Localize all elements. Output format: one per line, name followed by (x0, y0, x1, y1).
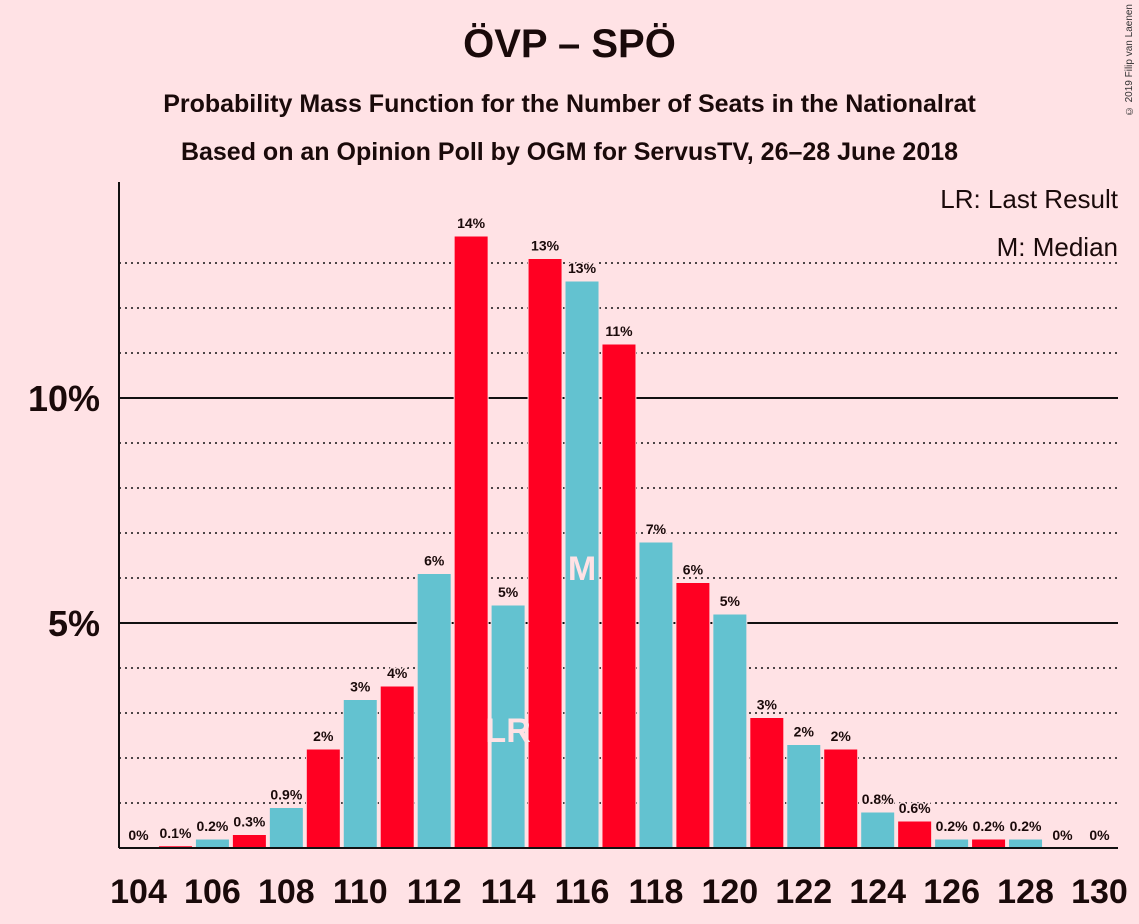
x-tick-label: 118 (629, 873, 684, 911)
data-label-seat-118: 7% (646, 521, 667, 537)
x-tick-label: 128 (997, 873, 1054, 911)
data-label-seat-129: 0% (1052, 827, 1073, 843)
bar-seat-122 (786, 744, 822, 849)
data-label-seat-128: 0.2% (1010, 818, 1042, 834)
bar-seat-110 (342, 699, 378, 849)
legend-last-result: LR: Last Result (940, 184, 1118, 214)
x-tick-label: 116 (555, 873, 610, 911)
data-label-seat-104: 0% (128, 827, 149, 843)
median-marker: M (568, 550, 596, 588)
bar-seat-124 (860, 811, 896, 849)
data-label-seat-124: 0.8% (862, 791, 894, 807)
bar-seat-126 (934, 838, 970, 849)
bar-seat-113 (453, 235, 489, 849)
x-tick-label: 124 (849, 873, 906, 911)
data-label-seat-121: 3% (757, 697, 778, 713)
bar-seat-112 (416, 573, 452, 849)
bar-seat-106 (194, 838, 230, 849)
bar-seat-115 (527, 258, 563, 849)
data-label-seat-106: 0.2% (196, 818, 228, 834)
x-tick-label: 120 (701, 873, 758, 911)
x-tick-label: 130 (1071, 873, 1128, 911)
bar-seat-114 (490, 604, 526, 849)
data-label-seat-123: 2% (831, 728, 852, 744)
bar-seat-120 (712, 613, 748, 849)
chart-subtitle-2: Based on an Opinion Poll by OGM for Serv… (180, 138, 959, 166)
data-label-seat-119: 6% (683, 562, 704, 578)
data-label-seat-107: 0.3% (233, 814, 265, 830)
x-tick-label: 112 (407, 873, 462, 911)
data-label-seat-110: 3% (350, 679, 371, 695)
data-label-seat-122: 2% (794, 724, 815, 740)
data-label-seat-126: 0.2% (936, 818, 968, 834)
data-label-seat-127: 0.2% (973, 818, 1005, 834)
data-label-seat-112: 6% (424, 553, 445, 569)
data-label-seat-125: 0.6% (899, 800, 931, 816)
data-label-seat-111: 4% (387, 665, 408, 681)
chart-subtitle-1: Probability Mass Function for the Number… (163, 90, 976, 118)
data-label-seat-130: 0% (1089, 827, 1110, 843)
x-tick-label: 106 (184, 873, 241, 911)
bar-seat-123 (823, 748, 859, 849)
x-tick-label: 104 (110, 873, 167, 911)
data-label-seat-113: 14% (457, 215, 486, 231)
bar-seat-128 (1008, 838, 1044, 849)
chart-title: ÖVP – SPÖ (463, 22, 676, 66)
data-label-seat-117: 11% (605, 323, 633, 339)
data-label-seat-109: 2% (313, 728, 334, 744)
last-result-marker: LR (485, 712, 530, 750)
bar-seat-107 (231, 834, 267, 849)
x-tick-label: 108 (258, 873, 315, 911)
data-label-seat-116: 13% (568, 260, 597, 276)
data-label-seat-115: 13% (531, 238, 560, 254)
x-tick-label: 122 (775, 873, 832, 911)
bar-seat-108 (268, 807, 304, 849)
x-tick-label: 114 (481, 873, 536, 911)
data-label-seat-120: 5% (720, 593, 741, 609)
bar-seat-127 (971, 838, 1007, 849)
x-tick-label: 110 (333, 873, 388, 911)
bar-seat-118 (638, 541, 674, 849)
bar-seat-121 (749, 717, 785, 849)
bar-seat-117 (601, 343, 637, 849)
bar-seat-125 (897, 820, 933, 849)
data-label-seat-108: 0.9% (270, 787, 302, 803)
data-label-seat-105: 0.1% (159, 825, 191, 841)
y-tick-label: 10% (28, 378, 100, 419)
bar-seat-116 (564, 280, 600, 849)
data-label-seat-114: 5% (498, 584, 519, 600)
bar-seat-111 (379, 685, 415, 849)
legend-median: M: Median (996, 232, 1118, 262)
y-tick-label: 5% (48, 603, 100, 644)
x-tick-label: 126 (923, 873, 980, 911)
bar-seat-109 (305, 748, 341, 849)
bar-seat-119 (675, 582, 711, 849)
